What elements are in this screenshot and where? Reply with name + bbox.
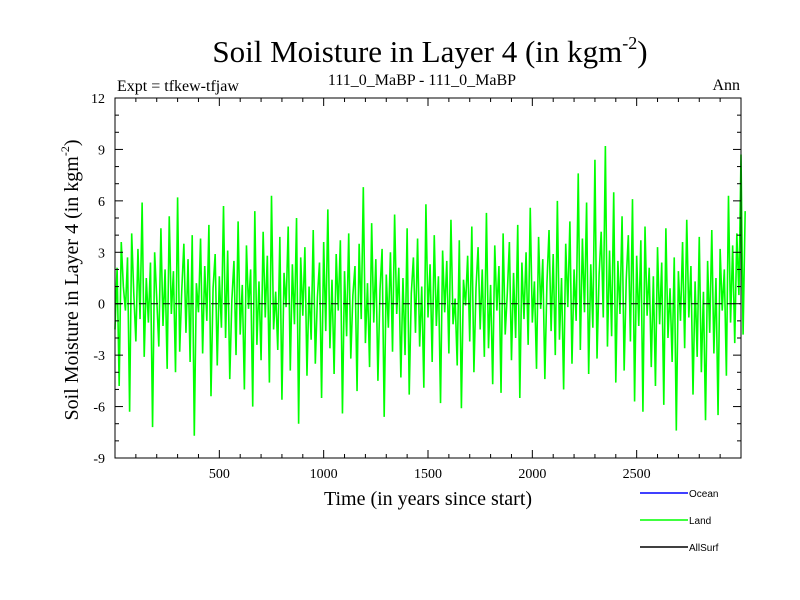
x-tick-label: 1000 [310, 467, 338, 482]
legend-label-ocean: Ocean [689, 489, 718, 500]
y-tick-label: 9 [98, 143, 105, 158]
y-tick-label: -9 [93, 452, 105, 467]
plot-area: -9 -6 -3 0 3 6 9 12 500 1000 1500 2000 2500 [91, 92, 746, 482]
axis-tick-labels: -9 -6 -3 0 3 6 9 12 500 1000 1500 2000 2500 [91, 92, 651, 482]
y-tick-label: 0 [98, 298, 105, 313]
y-tick-label: -6 [93, 401, 105, 416]
x-axis-label: Time (in years since start) [324, 488, 532, 510]
y-tick-label: 12 [91, 92, 105, 107]
chart-title: Soil Moisture in Layer 4 (in kgm-2) [212, 33, 647, 69]
series-line-land [114, 145, 746, 436]
legend-label-land: Land [689, 516, 711, 527]
y-axis-label: Soil Moisture in Layer 4 (in kgm-2) [58, 139, 83, 420]
y-tick-label: 3 [98, 246, 105, 261]
y-tick-label: 6 [98, 195, 105, 210]
series-layer [114, 145, 746, 436]
season-label: Ann [712, 77, 740, 94]
legend: Ocean Land AllSurf [640, 489, 719, 554]
y-tick-label: -3 [93, 349, 105, 364]
expt-label: Expt = tfkew-tfjaw [117, 78, 239, 95]
x-tick-label: 2000 [518, 467, 546, 482]
x-tick-label: 1500 [414, 467, 442, 482]
axis-ticks [115, 97, 741, 459]
chart-subtitle: 111_0_MaBP - 111_0_MaBP [328, 72, 516, 89]
chart-title-superscript: -2 [622, 33, 637, 53]
x-tick-label: 2500 [623, 467, 651, 482]
x-tick-label: 500 [209, 467, 230, 482]
y-axis-label-superscript: -2 [58, 146, 72, 156]
legend-label-allsurf: AllSurf [689, 543, 719, 554]
